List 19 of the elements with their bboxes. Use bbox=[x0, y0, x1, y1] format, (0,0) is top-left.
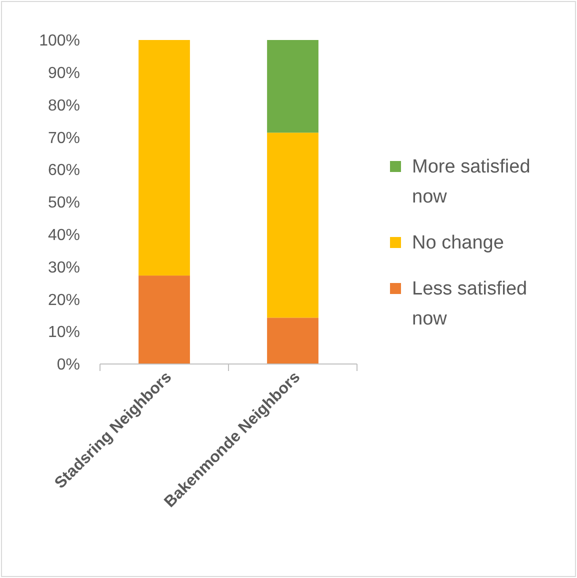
bar bbox=[267, 40, 318, 133]
y-tick-label: 60% bbox=[48, 162, 80, 180]
y-tick-label: 20% bbox=[48, 292, 80, 309]
legend-label: More satisfied now bbox=[412, 156, 530, 208]
legend-label: No change bbox=[412, 232, 504, 254]
y-tick-label: 30% bbox=[48, 259, 80, 276]
bar bbox=[267, 132, 318, 318]
bar bbox=[138, 276, 190, 364]
bar bbox=[267, 318, 318, 364]
y-tick-label: 70% bbox=[48, 130, 80, 147]
y-tick-label: 40% bbox=[48, 227, 80, 244]
legend-label: Less satisfied now bbox=[412, 278, 528, 330]
bar bbox=[138, 40, 190, 276]
y-tick-label: 50% bbox=[48, 194, 80, 212]
y-tick-label: 0% bbox=[56, 356, 80, 374]
y-tick-label: 10% bbox=[48, 324, 80, 342]
y-tick-label: 80% bbox=[48, 97, 80, 114]
y-tick-label: 100% bbox=[39, 32, 80, 50]
y-tick-label: 90% bbox=[48, 65, 80, 82]
